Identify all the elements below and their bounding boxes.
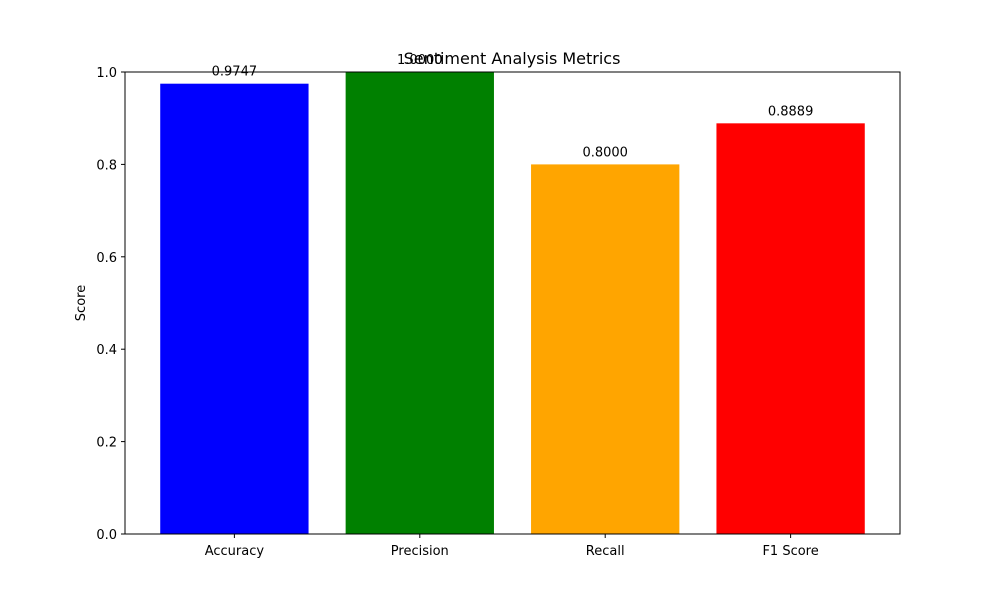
- bars-group: [160, 72, 865, 535]
- value-label: 1.0000: [397, 53, 443, 68]
- y-tick-label: 1.0: [96, 66, 117, 81]
- y-tick-label: 0.0: [96, 528, 117, 543]
- y-tick-label: 0.2: [96, 436, 117, 451]
- bar-accuracy: [160, 83, 309, 534]
- x-axis-ticks: Accuracy Precision Recall F1 Score: [205, 534, 819, 559]
- y-tick-label: 0.4: [96, 343, 117, 358]
- plot-area-frame: [124, 71, 901, 535]
- value-label: 0.8889: [768, 104, 814, 119]
- x-tick-label: Accuracy: [205, 544, 265, 559]
- value-label: 0.8000: [582, 145, 628, 160]
- bar-precision: [345, 72, 494, 534]
- y-axis-ticks: 0.0 0.2 0.4 0.6 0.8 1.0: [96, 66, 125, 543]
- x-tick-label: F1 Score: [762, 544, 818, 559]
- y-axis-label: Score: [74, 285, 89, 321]
- x-tick-label: Precision: [391, 544, 449, 559]
- y-tick-label: 0.8: [96, 158, 117, 173]
- y-tick-label: 0.6: [96, 251, 117, 266]
- x-tick-label: Recall: [586, 544, 625, 559]
- chart-title: Sentiment Analysis Metrics: [404, 49, 621, 68]
- bar-recall: [531, 164, 680, 534]
- bar-f1-score: [716, 123, 865, 535]
